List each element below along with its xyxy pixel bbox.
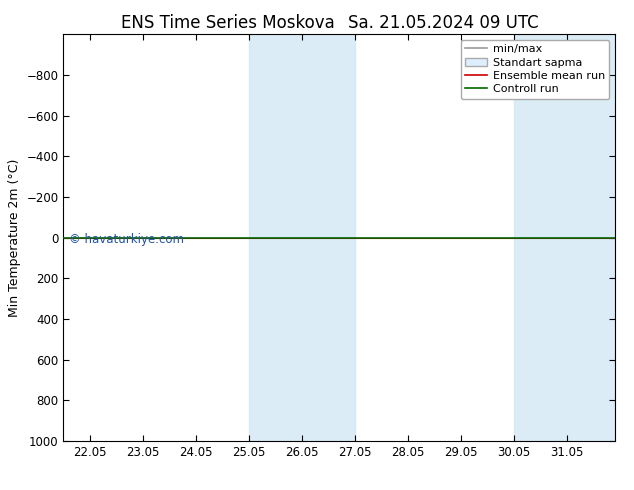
Text: ENS Time Series Moskova: ENS Time Series Moskova bbox=[121, 14, 335, 32]
Bar bbox=[249, 34, 355, 441]
Legend: min/max, Standart sapma, Ensemble mean run, Controll run: min/max, Standart sapma, Ensemble mean r… bbox=[460, 40, 609, 99]
Text: © havaturkiye.com: © havaturkiye.com bbox=[69, 233, 184, 246]
Text: Sa. 21.05.2024 09 UTC: Sa. 21.05.2024 09 UTC bbox=[349, 14, 539, 32]
Bar bbox=[514, 34, 615, 441]
Y-axis label: Min Temperature 2m (°C): Min Temperature 2m (°C) bbox=[8, 158, 21, 317]
